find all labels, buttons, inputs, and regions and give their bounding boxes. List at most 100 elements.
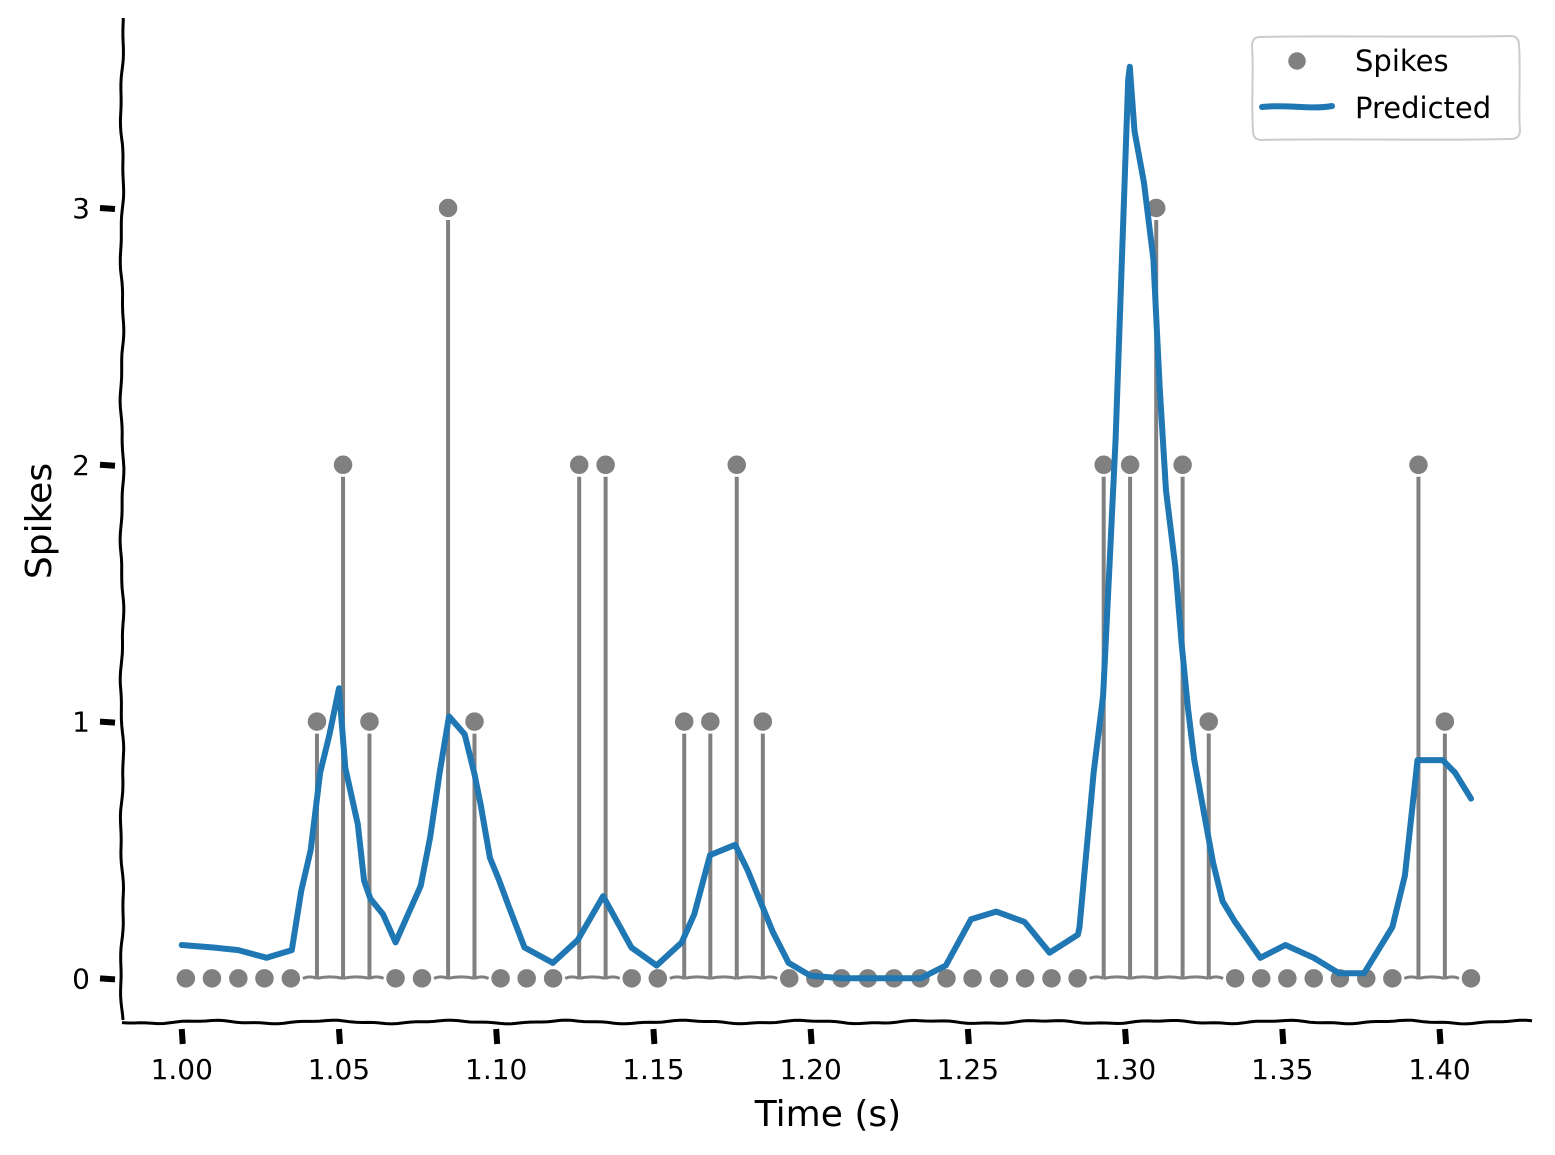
stem-baseline-segment <box>564 975 580 980</box>
x-tick-label: 1.40 <box>1408 1053 1470 1086</box>
stem-baseline-segment <box>736 975 764 980</box>
spike-marker <box>542 967 564 990</box>
stem-baseline-segment <box>762 975 778 980</box>
spike-marker <box>1119 454 1141 476</box>
spike-marker <box>1224 967 1246 990</box>
stem-baseline-segment <box>669 975 685 980</box>
spike-marker <box>1250 967 1272 990</box>
stem-baseline-segment <box>683 975 711 980</box>
stem-baseline-segment <box>1444 975 1460 980</box>
spike-marker <box>1302 967 1325 990</box>
stem-baseline-segment <box>1418 975 1446 980</box>
spike-marker <box>1434 710 1456 733</box>
stem-baseline-segment <box>578 975 606 980</box>
spike-marker <box>358 710 381 733</box>
spike-marker <box>332 454 354 476</box>
stem-baseline-segment <box>473 975 490 980</box>
spike-marker <box>1014 967 1036 990</box>
x-tick-mark <box>493 1028 501 1045</box>
x-axis-label: Time (s) <box>754 1094 901 1135</box>
x-tick-label: 1.35 <box>1251 1053 1313 1086</box>
spike-marker <box>1171 454 1194 476</box>
stem-baseline-segment <box>316 975 344 980</box>
spike-marker <box>778 967 801 990</box>
spike-marker <box>463 710 486 733</box>
spike-marker <box>1276 967 1299 990</box>
y-tick-mark <box>99 718 116 726</box>
x-tick-label: 1.20 <box>779 1053 841 1086</box>
x-tick-mark <box>178 1028 186 1045</box>
stem-baseline-segment <box>1089 975 1105 980</box>
stem-baseline-segment <box>1129 975 1157 980</box>
y-tick-mark <box>99 461 116 469</box>
x-tick-mark <box>1279 1028 1287 1045</box>
spike-marker <box>384 967 407 990</box>
y-tick-label: 1 <box>72 706 90 739</box>
predicted-series <box>178 63 1474 982</box>
legend-spikes-marker <box>1286 50 1308 72</box>
stem-baseline-segment <box>1403 975 1420 980</box>
x-tick-label: 1.10 <box>465 1053 527 1086</box>
x-tick-mark <box>1436 1028 1444 1045</box>
y-tick-mark <box>99 205 116 213</box>
stem-baseline-segment <box>709 975 738 980</box>
spike-marker <box>620 967 643 990</box>
spike-marker <box>489 967 512 990</box>
spike-marker <box>1092 454 1115 476</box>
y-ticks: 0 1 2 3 <box>72 192 116 995</box>
x-tick-mark <box>964 1028 972 1045</box>
y-tick-label: 3 <box>72 192 90 225</box>
spike-marker <box>437 197 459 219</box>
legend-spikes-label: Spikes <box>1355 44 1449 78</box>
spike-marker <box>201 967 223 990</box>
stem-baseline-segment <box>1182 975 1210 980</box>
x-tick-mark <box>650 1028 658 1045</box>
stem-baseline-segment <box>302 975 318 980</box>
spike-marker <box>253 967 276 990</box>
x-axis-spine <box>121 1018 1533 1026</box>
y-tick-mark <box>99 975 116 983</box>
spike-marker <box>752 710 774 733</box>
x-tick-label: 1.30 <box>1094 1053 1156 1086</box>
legend-predicted-line <box>1259 103 1335 111</box>
y-axis-spine <box>118 17 126 1021</box>
stem-baseline-segment <box>342 975 370 980</box>
legend-frame <box>1250 34 1522 142</box>
spike-marker <box>306 710 328 733</box>
stem-baseline-segment <box>433 975 449 980</box>
x-tick-mark <box>807 1028 815 1045</box>
axes: 1.00 1.05 1.10 1.15 1.20 1.25 1.30 1.35 1.40 0 1 2… <box>72 17 1533 1086</box>
stem-baseline-segment <box>447 975 475 980</box>
y-tick-label: 0 <box>72 962 90 995</box>
stem-baseline-segment <box>605 975 621 980</box>
x-tick-mark <box>1122 1028 1130 1045</box>
spike-marker <box>1407 454 1430 476</box>
x-tick-label: 1.05 <box>308 1053 370 1086</box>
stem-baseline-segment <box>368 975 385 980</box>
spike-marker <box>699 710 722 733</box>
spike-marker <box>1040 967 1063 990</box>
spike-marker <box>594 454 617 476</box>
stem-baseline-segment <box>1208 975 1224 980</box>
y-axis-label: Spikes <box>19 463 60 579</box>
spike-marker <box>673 710 695 733</box>
y-tick-label: 2 <box>72 449 90 482</box>
spike-marker <box>647 967 669 990</box>
spike-marker <box>1460 967 1482 990</box>
predicted-line <box>178 63 1474 982</box>
spike-marker <box>568 454 590 476</box>
x-tick-label: 1.00 <box>151 1053 213 1086</box>
stem-baseline-segment <box>1155 975 1183 980</box>
spike-marker <box>227 967 250 990</box>
spike-marker <box>175 967 197 990</box>
spike-markers <box>175 197 1482 990</box>
x-tick-label: 1.25 <box>937 1053 999 1086</box>
legend: Spikes Predicted <box>1250 34 1522 142</box>
spike-marker <box>1197 710 1220 733</box>
x-ticks: 1.00 1.05 1.10 1.15 1.20 1.25 1.30 1.35 1.40 <box>151 1028 1471 1086</box>
stem-baseline <box>302 975 1460 980</box>
spike-marker <box>515 967 538 990</box>
x-tick-label: 1.15 <box>622 1053 684 1086</box>
spike-marker <box>280 967 302 990</box>
